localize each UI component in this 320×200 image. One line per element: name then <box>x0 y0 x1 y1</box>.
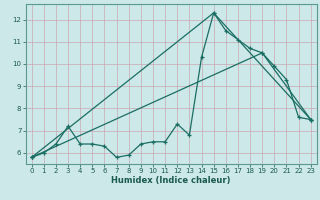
X-axis label: Humidex (Indice chaleur): Humidex (Indice chaleur) <box>111 176 231 185</box>
